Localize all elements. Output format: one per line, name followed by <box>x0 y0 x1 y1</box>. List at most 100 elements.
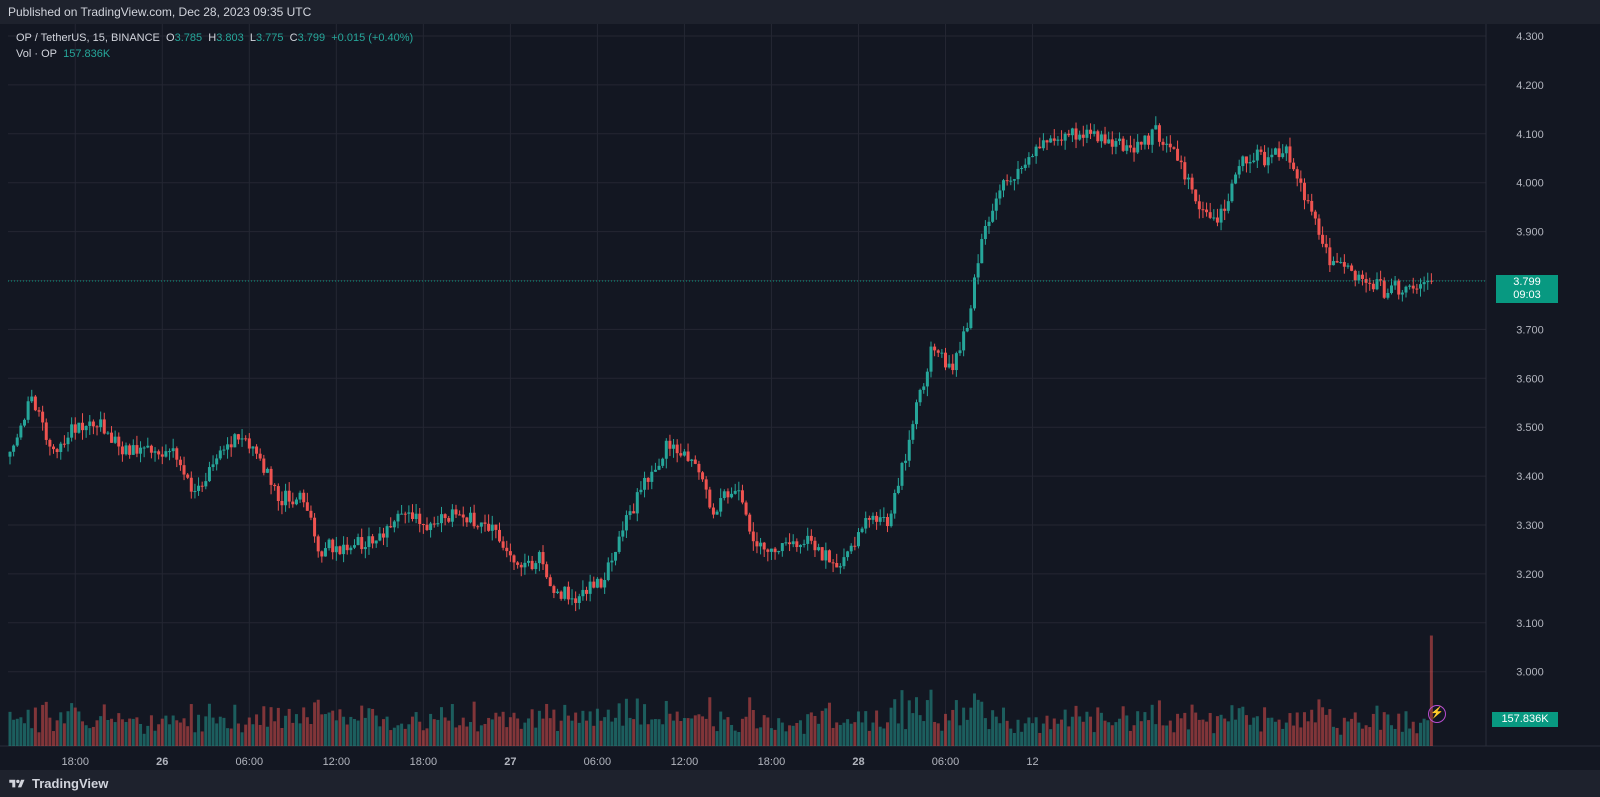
volume-bar <box>1411 721 1415 746</box>
volume-bar <box>142 733 146 746</box>
candle-body <box>991 210 995 222</box>
candle-body <box>682 451 686 456</box>
candle-body <box>1009 180 1013 182</box>
x-tick-label: 18:00 <box>62 756 90 768</box>
candle-body <box>643 477 647 490</box>
volume-bar <box>643 704 647 746</box>
volume-bar <box>255 714 259 746</box>
volume-bar <box>697 714 701 746</box>
volume-bar <box>1295 712 1299 746</box>
volume-label[interactable]: Vol · OP <box>16 48 57 60</box>
volume-bar <box>556 730 560 746</box>
candle-body <box>226 444 230 450</box>
volume-bar <box>1328 709 1332 746</box>
candle-body <box>1360 274 1364 279</box>
ohlc-row: OP / TetherUS, 15, BINANCE O3.785 H3.803… <box>16 30 413 46</box>
volume-bar <box>896 723 900 746</box>
volume-bar <box>146 725 150 746</box>
candle-body <box>780 543 784 552</box>
candle-body <box>871 515 875 520</box>
volume-bar <box>501 711 505 746</box>
volume-bar <box>933 721 937 746</box>
candle-body <box>26 401 30 420</box>
volume-bar <box>661 724 665 746</box>
volume-bar <box>603 717 607 746</box>
candle-body <box>505 547 509 552</box>
symbol-label[interactable]: OP / TetherUS, 15, BINANCE <box>16 32 160 44</box>
volume-bar <box>186 726 190 746</box>
y-tick-label: 3.300 <box>1516 520 1544 532</box>
candle-body <box>44 422 48 440</box>
candle-body <box>1306 200 1310 202</box>
candle-body <box>1429 280 1433 282</box>
price-chart[interactable]: 4.3004.2004.1004.0003.9003.8003.7003.600… <box>0 24 1600 770</box>
candle-body <box>769 548 773 552</box>
candle-body <box>1408 285 1412 287</box>
volume-bar <box>708 697 712 746</box>
candle-body <box>1393 280 1397 286</box>
candle-body <box>142 447 146 449</box>
chart-legend: OP / TetherUS, 15, BINANCE O3.785 H3.803… <box>16 30 413 62</box>
volume-bar <box>1215 716 1219 746</box>
volume-bar <box>1346 721 1350 746</box>
candle-body <box>19 425 23 438</box>
volume-bar <box>943 713 947 746</box>
candle-body <box>378 533 382 541</box>
volume-bar <box>853 722 857 746</box>
volume-bar <box>356 720 360 746</box>
candle-body <box>276 486 280 502</box>
candle-body <box>527 560 531 563</box>
volume-bar <box>885 722 889 746</box>
candle-body <box>766 549 770 552</box>
candle-body <box>813 540 817 551</box>
volume-bar <box>1150 704 1154 746</box>
volume-bar <box>291 722 295 746</box>
volume-bar <box>1128 730 1132 746</box>
candle-body <box>1295 169 1299 179</box>
volume-bar <box>904 729 908 746</box>
low-label: L <box>249 32 256 44</box>
volume-bar <box>639 724 643 746</box>
volume-bar <box>1074 705 1078 746</box>
candle-body <box>1081 134 1085 138</box>
volume-bar <box>1382 712 1386 746</box>
candle-body <box>512 555 516 563</box>
candle-body <box>1027 157 1031 165</box>
candle-body <box>287 490 291 502</box>
candle-body <box>632 511 636 514</box>
candle-body <box>1255 149 1259 161</box>
volume-bar <box>472 701 476 746</box>
volume-row: Vol · OP 157.836K <box>16 46 413 62</box>
volume-bar <box>566 715 570 746</box>
candle-body <box>628 511 632 516</box>
candle-body <box>708 489 712 508</box>
y-tick-label: 3.400 <box>1516 471 1544 483</box>
candle-body <box>1150 129 1154 145</box>
candle-body <box>951 363 955 371</box>
candle-body <box>744 502 748 515</box>
volume-bar <box>106 719 110 746</box>
candle-body <box>1168 143 1172 148</box>
candle-body <box>352 545 356 548</box>
volume-bar <box>1299 727 1303 746</box>
volume-bar <box>980 701 984 746</box>
candle-body <box>508 551 512 556</box>
candle-body <box>693 459 697 464</box>
volume-bar <box>1089 716 1093 746</box>
candle-body <box>885 517 889 527</box>
volume-bar <box>193 732 197 746</box>
candle-body <box>523 562 527 568</box>
volume-bar <box>704 718 708 746</box>
candle-body <box>302 492 306 503</box>
candle-body <box>1201 209 1205 211</box>
volume-bar <box>690 718 694 746</box>
candle-body <box>1056 139 1060 141</box>
volume-bar <box>1223 718 1227 746</box>
candle-body <box>548 577 552 587</box>
volume-bar <box>900 690 904 746</box>
candle-body <box>668 440 672 449</box>
candle-body <box>331 539 335 553</box>
candle-body <box>777 551 781 553</box>
volume-value: 157.836K <box>63 48 111 60</box>
lightning-icon[interactable]: ⚡ <box>1428 705 1446 723</box>
